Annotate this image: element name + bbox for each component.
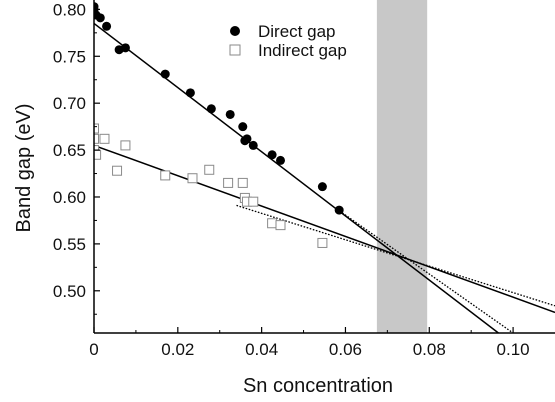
x-axis-title: Sn concentration xyxy=(243,375,393,397)
fit-line-dotted-4 xyxy=(236,204,555,307)
direct-gap-point-13 xyxy=(238,122,248,132)
y-axis-title: Band gap (eV) xyxy=(13,104,35,233)
x-axis: 0 0.02 0.04 0.06 0.08 0.10 xyxy=(89,327,555,359)
plot-area xyxy=(94,0,555,333)
fit-line-dotted-3 xyxy=(336,208,514,333)
direct-gap-point-19 xyxy=(317,182,327,192)
indirect-gap-point-16 xyxy=(267,218,278,229)
indirect-gap-point-10 xyxy=(204,164,215,175)
legend-direct-gap-marker xyxy=(230,26,240,36)
direct-gap-point-20 xyxy=(334,205,344,215)
legend-indirect-gap-label: Indirect gap xyxy=(258,41,347,60)
indirect-gap-point-18 xyxy=(317,237,328,248)
direct-gap-point-9 xyxy=(160,69,170,79)
indirect-gap-point-12 xyxy=(237,177,248,188)
indirect-gap-point-5 xyxy=(99,133,110,144)
legend-direct-gap-label: Direct gap xyxy=(258,22,335,41)
indirect-gap-point-4 xyxy=(94,149,102,160)
direct-gap-point-16 xyxy=(248,140,258,150)
direct-gap-point-11 xyxy=(206,104,216,114)
legend: Direct gap Indirect gap xyxy=(229,22,347,60)
x-tick-label-5: 0.08 xyxy=(413,340,446,359)
indirect-gap-point-8 xyxy=(160,170,171,181)
x-tick-label-4: 0.06 xyxy=(329,340,362,359)
indirect-gap-point-15 xyxy=(248,196,259,207)
indirect-gap-point-6 xyxy=(112,165,123,176)
direct-gap-point-6 xyxy=(102,21,112,31)
indirect-gap-point-2 xyxy=(94,133,99,144)
direct-gap-point-18 xyxy=(275,155,285,165)
direct-gap-point-10 xyxy=(185,88,195,98)
y-tick-label-3: 0.60 xyxy=(53,188,86,207)
direct-gap-point-5 xyxy=(95,13,105,23)
direct-gap-point-17 xyxy=(267,150,277,160)
y-axis: 0.50 0.55 0.60 0.65 0.70 0.75 0.80 xyxy=(53,0,100,333)
y-tick-label-5: 0.70 xyxy=(53,94,86,113)
legend-indirect-gap-marker xyxy=(229,44,241,56)
fit-line-solid-2 xyxy=(94,144,555,314)
indirect-gap-point-17 xyxy=(275,220,286,231)
indirect-gap-point-11 xyxy=(223,177,234,188)
shaded-region xyxy=(376,0,428,333)
fit-line-solid-1 xyxy=(94,22,499,333)
indirect-gap-point-7 xyxy=(120,140,131,151)
indirect-gap-point-1 xyxy=(94,123,99,134)
y-tick-label-4: 0.65 xyxy=(53,141,86,160)
y-tick-label-1: 0.50 xyxy=(53,282,86,301)
y-tick-label-6: 0.75 xyxy=(53,47,86,66)
direct-gap-point-8 xyxy=(120,43,130,53)
direct-gap-point-12 xyxy=(225,109,235,119)
indirect-gap-point-9 xyxy=(187,173,198,184)
x-tick-label-3: 0.04 xyxy=(245,340,278,359)
x-tick-label-1: 0 xyxy=(89,340,98,359)
x-tick-label-6: 0.10 xyxy=(497,340,530,359)
direct-gap-point-15 xyxy=(242,134,252,144)
y-tick-label-2: 0.55 xyxy=(53,235,86,254)
y-tick-label-7: 0.80 xyxy=(53,0,86,19)
x-tick-label-2: 0.02 xyxy=(161,340,194,359)
